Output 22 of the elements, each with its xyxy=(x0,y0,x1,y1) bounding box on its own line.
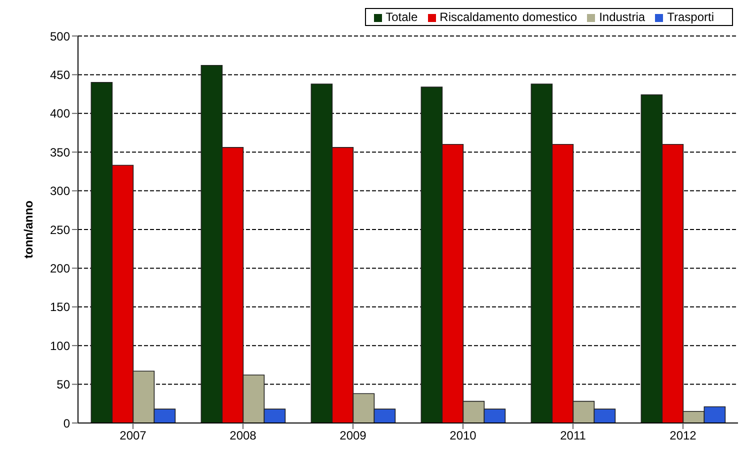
y-tick-label: 50 xyxy=(56,378,70,392)
y-tick-label: 500 xyxy=(50,29,70,44)
legend-label: Totale xyxy=(386,10,418,24)
y-axis-title: tonn/anno xyxy=(21,200,36,258)
y-tick-label: 200 xyxy=(50,261,70,276)
x-tick-label: 2011 xyxy=(560,428,586,443)
y-tick-label: 350 xyxy=(50,145,70,160)
y-tick-label: 0 xyxy=(63,416,70,430)
x-tick-label: 2010 xyxy=(450,428,477,443)
legend-label: Trasporti xyxy=(667,10,714,24)
y-tick-label: 400 xyxy=(50,106,70,121)
y-tick-label: 450 xyxy=(50,68,70,82)
y-tick-label: 250 xyxy=(50,222,70,237)
y-tick-label: 100 xyxy=(50,338,70,353)
x-tick-label: 2009 xyxy=(340,428,367,443)
x-tick-label: 2007 xyxy=(120,428,147,443)
legend-label: Industria xyxy=(599,10,646,24)
y-tick-label: 150 xyxy=(50,300,70,314)
y-tick-label: 300 xyxy=(50,184,70,198)
x-tick-label: 2008 xyxy=(230,428,257,443)
legend-label: Riscaldamento domestico xyxy=(440,10,578,24)
x-tick-label: 2012 xyxy=(670,428,697,443)
